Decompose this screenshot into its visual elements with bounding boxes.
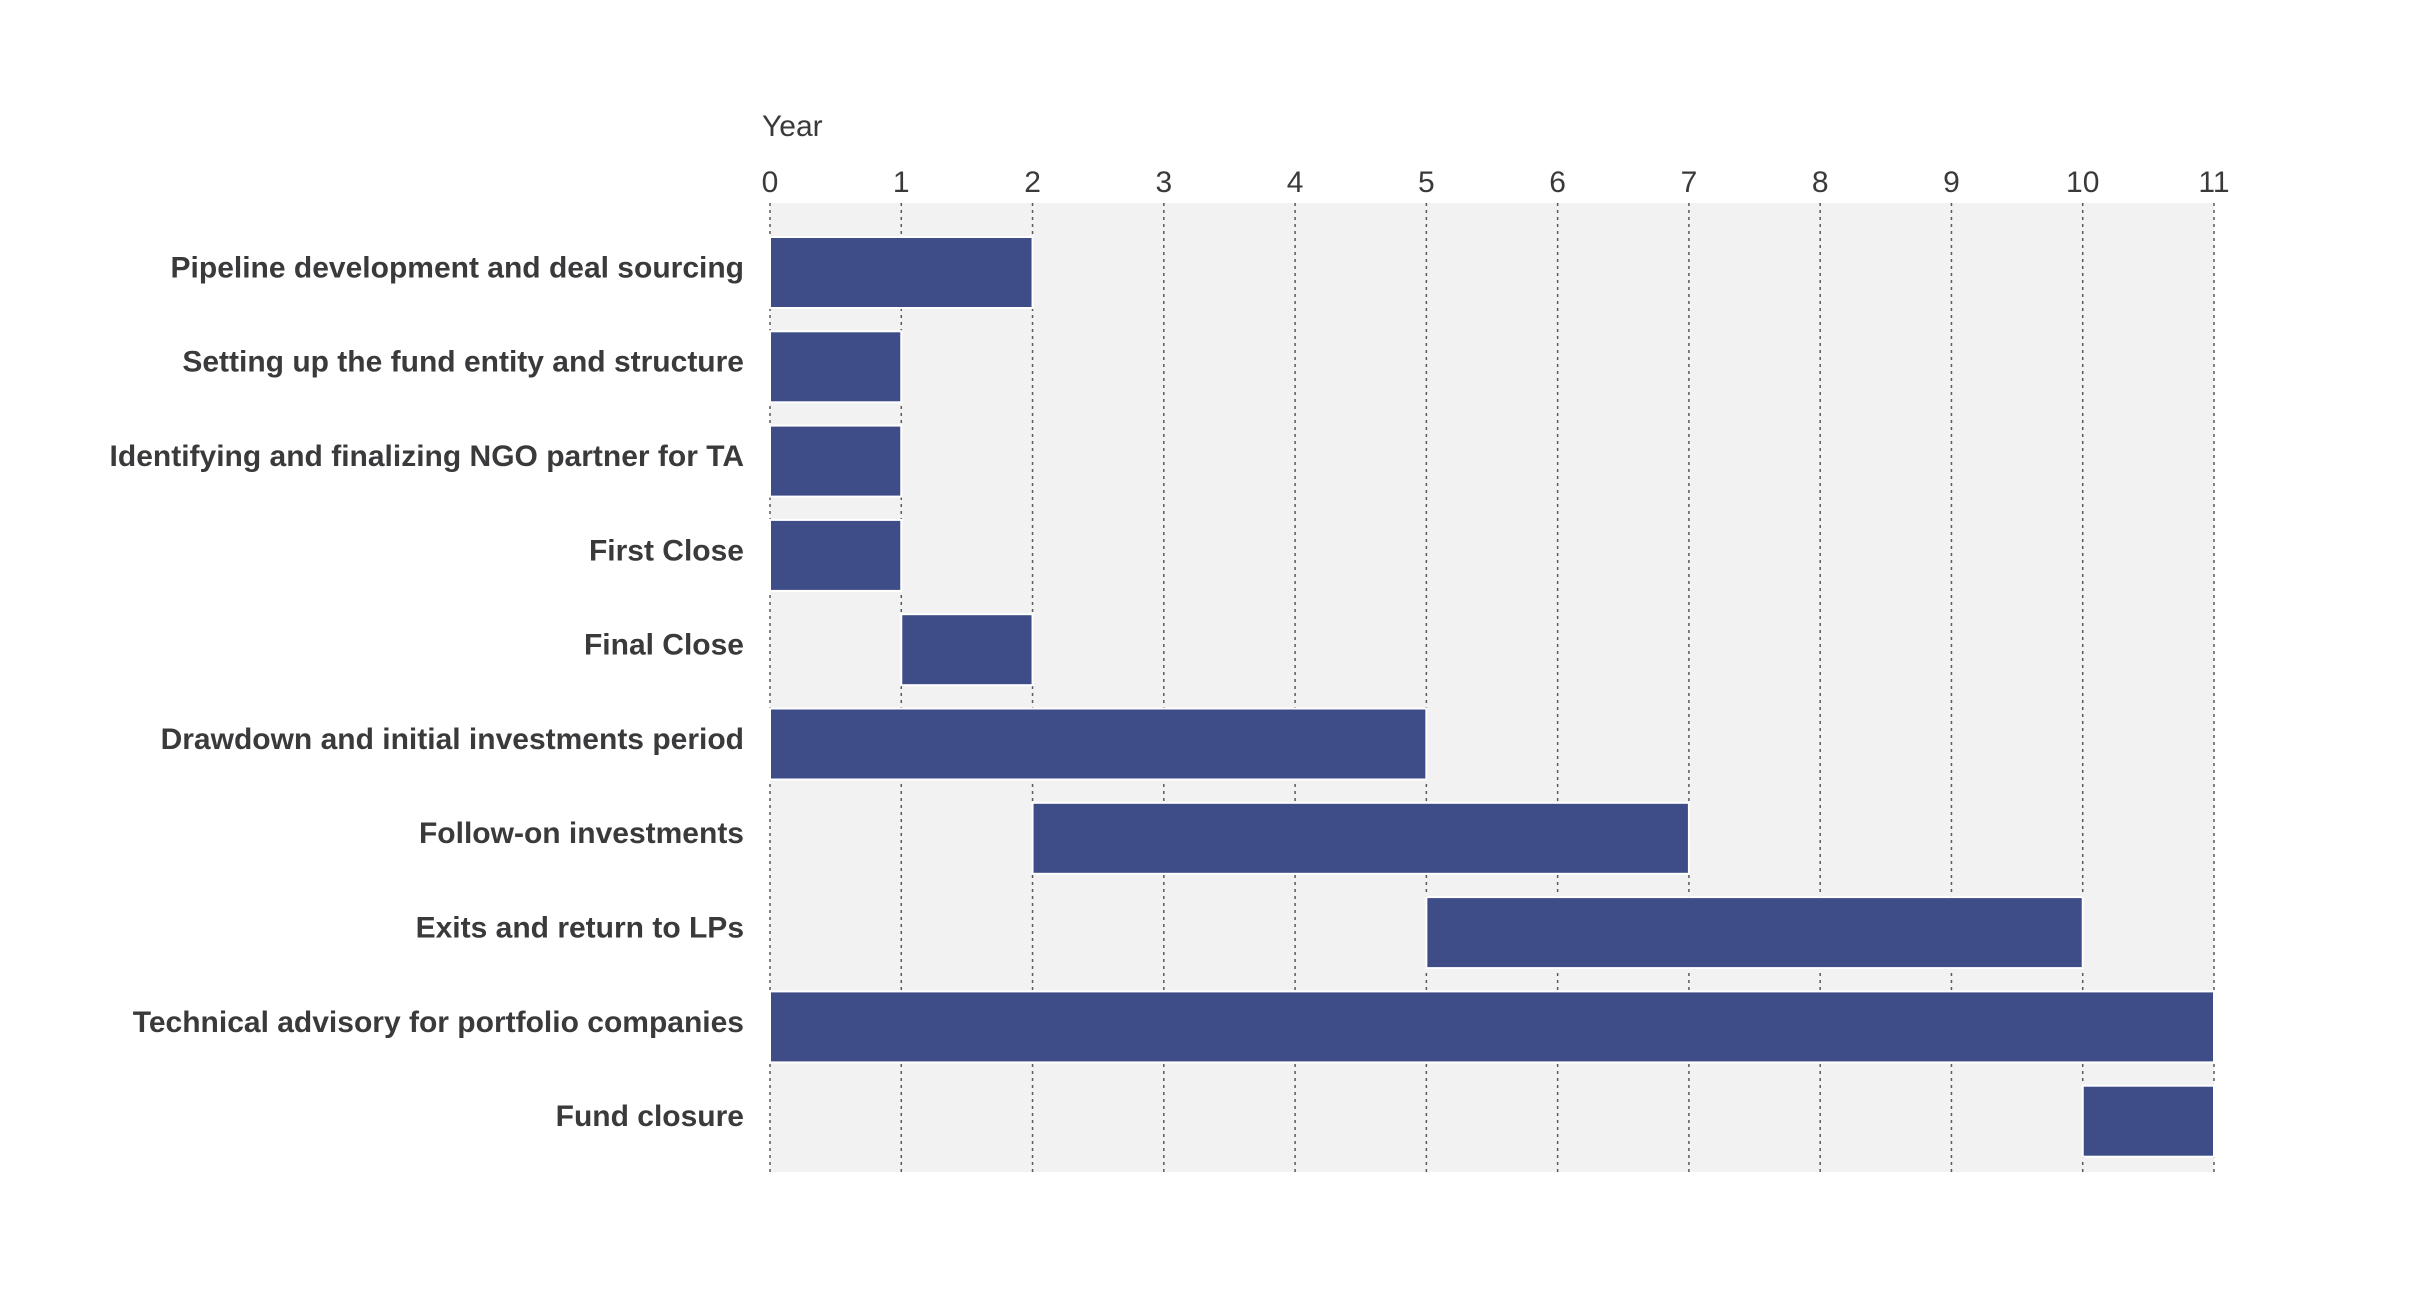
x-tick-label: 0 bbox=[762, 166, 779, 199]
category-label: Drawdown and initial investments period bbox=[161, 723, 744, 756]
gantt-bar bbox=[769, 518, 903, 592]
x-tick-label: 5 bbox=[1418, 166, 1435, 199]
category-labels: Pipeline development and deal sourcing Se… bbox=[110, 251, 744, 1133]
category-label: First Close bbox=[589, 534, 744, 567]
gantt-bar bbox=[769, 330, 903, 404]
category-label: Fund closure bbox=[556, 1100, 744, 1133]
category-label: Follow-on investments bbox=[419, 817, 744, 850]
gantt-bar bbox=[1031, 801, 1690, 875]
bars bbox=[769, 236, 2216, 1158]
category-label: Final Close bbox=[584, 629, 744, 662]
gantt-bar bbox=[900, 613, 1034, 687]
gantt-bar bbox=[2081, 1084, 2216, 1158]
x-tick-labels: 0 1 2 3 4 5 6 7 8 9 10 11 bbox=[762, 166, 2230, 199]
x-tick-label: 9 bbox=[1943, 166, 1960, 199]
gantt-bar bbox=[769, 424, 903, 498]
category-label: Technical advisory for portfolio compani… bbox=[133, 1006, 744, 1039]
x-tick-label: 10 bbox=[2066, 166, 2099, 199]
x-tick-label: 8 bbox=[1812, 166, 1829, 199]
category-label: Exits and return to LPs bbox=[416, 912, 744, 945]
x-tick-label: 11 bbox=[2198, 166, 2229, 199]
x-axis-title: Year bbox=[762, 110, 823, 143]
x-tick-label: 3 bbox=[1155, 166, 1172, 199]
category-label: Identifying and finalizing NGO partner f… bbox=[110, 440, 744, 473]
x-tick-label: 6 bbox=[1549, 166, 1566, 199]
category-label: Setting up the fund entity and structure bbox=[182, 346, 744, 379]
x-tick-label: 4 bbox=[1287, 166, 1304, 199]
x-tick-label: 1 bbox=[893, 166, 910, 199]
gantt-bar bbox=[769, 707, 1428, 781]
x-tick-label: 7 bbox=[1681, 166, 1698, 199]
x-tick-label: 2 bbox=[1024, 166, 1041, 199]
gantt-bar bbox=[769, 990, 2215, 1064]
gantt-bar bbox=[769, 236, 1034, 309]
gantt-bar bbox=[1425, 896, 2084, 970]
category-label: Pipeline development and deal sourcing bbox=[171, 251, 744, 284]
